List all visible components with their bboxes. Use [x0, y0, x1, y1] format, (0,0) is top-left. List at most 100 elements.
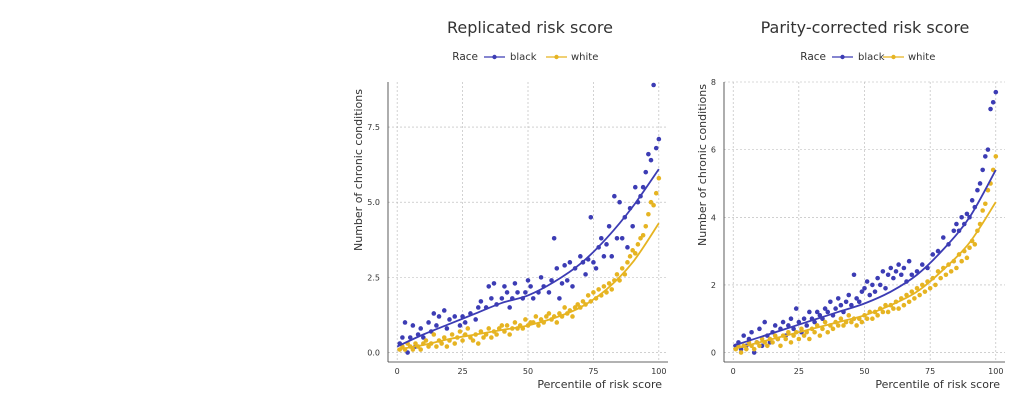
data-point-black: [525, 278, 531, 283]
data-point-white: [822, 319, 828, 325]
data-point-black: [875, 275, 880, 281]
data-point-black: [877, 282, 883, 288]
data-point-white: [759, 336, 765, 342]
data-point-black: [954, 221, 959, 227]
data-point-white: [786, 329, 791, 335]
chart-title: Replicated risk score: [447, 18, 613, 37]
data-point-black: [959, 214, 964, 220]
data-point-black: [859, 289, 865, 294]
data-point-white: [457, 329, 463, 334]
legend-item-black: black: [484, 52, 537, 63]
x-tick-label: 75: [925, 367, 935, 376]
data-point-black: [410, 323, 416, 328]
data-point-black: [444, 326, 450, 331]
data-point-black: [883, 285, 888, 291]
data-point-black: [751, 350, 757, 355]
data-point-black: [462, 320, 468, 325]
data-point-white: [410, 347, 416, 352]
data-point-black: [656, 136, 662, 142]
data-point-white: [943, 272, 949, 278]
data-point-white: [619, 266, 625, 271]
data-point-white: [470, 338, 476, 343]
data-point-black: [977, 181, 983, 186]
data-point-white: [964, 255, 970, 261]
data-point-black: [640, 184, 646, 190]
data-point-white: [625, 260, 630, 265]
panel-replicated-risk-score: Replicated risk score Race black white 0…: [352, 18, 668, 391]
data-point-white: [512, 320, 518, 325]
data-point-black: [619, 236, 625, 241]
data-point-black: [835, 296, 841, 301]
data-point-white: [864, 316, 870, 322]
data-point-black: [849, 302, 854, 308]
data-point-black: [475, 305, 481, 310]
data-point-white: [772, 333, 778, 338]
data-point-black: [749, 329, 754, 335]
data-point-white: [444, 344, 450, 349]
data-point-white: [643, 223, 649, 229]
data-point-black: [559, 281, 565, 286]
legend-label-white: white: [908, 52, 935, 63]
data-point-white: [640, 233, 646, 238]
trend-line-black: [732, 169, 997, 347]
data-point-black: [757, 326, 762, 332]
data-point-white: [638, 236, 643, 241]
data-point-black: [993, 89, 999, 95]
data-point-black: [512, 281, 518, 286]
data-point-white: [830, 326, 836, 332]
y-tick-label: 5.0: [367, 198, 380, 207]
data-point-white: [486, 326, 492, 331]
data-point-black: [651, 82, 656, 88]
data-point-black: [828, 299, 833, 305]
data-point-white: [738, 350, 744, 355]
data-point-black: [653, 145, 659, 151]
data-point-black: [551, 236, 557, 241]
y-tick-label: 8: [711, 78, 716, 87]
data-point-white: [807, 336, 812, 342]
data-point-white: [507, 332, 512, 337]
data-point-black: [606, 223, 612, 229]
y-tick-label: 4: [711, 213, 716, 222]
y-tick-label: 2.5: [367, 273, 380, 282]
x-tick-label: 0: [731, 367, 736, 376]
panel-parity-corrected-risk-score: Parity-corrected risk score Race black w…: [696, 18, 1005, 391]
data-point-white: [770, 340, 775, 345]
data-point-white: [656, 175, 662, 181]
data-point-black: [872, 289, 878, 294]
data-point-white: [801, 333, 807, 338]
data-point-black: [906, 258, 912, 264]
data-point-black: [940, 235, 946, 240]
data-point-white: [954, 265, 959, 271]
data-point-black: [515, 290, 520, 295]
data-point-white: [825, 329, 831, 335]
data-point-black: [772, 323, 778, 328]
plot-area: 0 25 50 75 100 0 2 4 6 8: [711, 78, 1005, 376]
data-point-white: [796, 336, 802, 342]
data-point-white: [972, 242, 978, 247]
data-point-white: [635, 242, 641, 247]
data-point-black: [491, 281, 497, 286]
x-tick-label: 75: [588, 367, 598, 376]
data-point-white: [596, 287, 601, 292]
data-point-black: [854, 296, 859, 301]
data-point-white: [575, 302, 581, 307]
data-point-black: [843, 299, 849, 305]
data-point-black: [801, 316, 807, 322]
data-point-black: [601, 254, 607, 259]
data-point-black: [791, 326, 796, 332]
legend-marker-white: [891, 54, 896, 60]
data-point-white: [783, 336, 789, 342]
data-point-black: [648, 157, 654, 163]
y-tick-label: 0.0: [367, 349, 380, 358]
data-point-white: [431, 332, 437, 337]
data-point-black: [870, 282, 875, 288]
data-point-black: [935, 248, 941, 254]
data-point-black: [612, 193, 617, 199]
legend: Race black white: [800, 51, 935, 63]
data-point-white: [434, 344, 439, 349]
data-point-black: [851, 272, 857, 278]
data-point-black: [891, 275, 896, 281]
data-point-white: [870, 316, 875, 322]
data-point-black: [546, 290, 552, 295]
